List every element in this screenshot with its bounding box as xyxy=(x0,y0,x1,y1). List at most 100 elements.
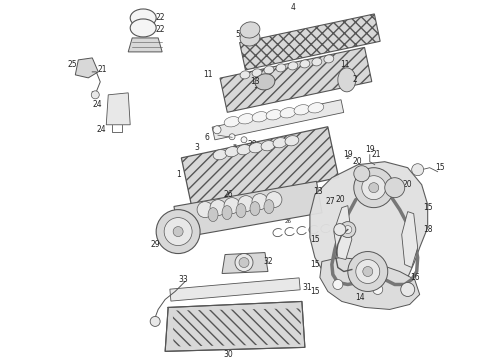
Circle shape xyxy=(354,168,394,208)
Circle shape xyxy=(362,176,386,200)
Circle shape xyxy=(401,283,415,297)
Text: 18: 18 xyxy=(423,225,432,234)
Circle shape xyxy=(241,137,247,143)
Circle shape xyxy=(373,284,383,294)
Ellipse shape xyxy=(222,206,232,220)
Circle shape xyxy=(412,164,424,176)
Ellipse shape xyxy=(225,147,239,157)
Bar xyxy=(212,100,343,140)
Circle shape xyxy=(229,134,235,140)
Ellipse shape xyxy=(300,60,310,68)
Ellipse shape xyxy=(276,64,286,72)
Ellipse shape xyxy=(324,55,334,63)
Ellipse shape xyxy=(240,22,260,38)
Text: 30: 30 xyxy=(223,350,233,359)
Text: 12: 12 xyxy=(253,81,263,90)
Circle shape xyxy=(164,217,192,246)
Circle shape xyxy=(150,316,160,327)
Text: 33: 33 xyxy=(178,275,188,284)
Text: 11: 11 xyxy=(340,60,349,69)
Ellipse shape xyxy=(288,62,298,70)
Ellipse shape xyxy=(237,145,251,155)
Polygon shape xyxy=(165,301,305,351)
Circle shape xyxy=(334,224,346,235)
Bar xyxy=(220,48,372,112)
Bar xyxy=(173,308,301,346)
Text: 24: 24 xyxy=(97,125,106,134)
Text: 31: 31 xyxy=(302,283,312,292)
Ellipse shape xyxy=(273,138,287,148)
Ellipse shape xyxy=(130,19,156,37)
Text: 2: 2 xyxy=(352,75,357,84)
Ellipse shape xyxy=(280,108,296,118)
Text: 21: 21 xyxy=(98,66,107,75)
Text: 26: 26 xyxy=(284,219,292,224)
Circle shape xyxy=(333,279,343,289)
Polygon shape xyxy=(106,93,130,125)
Circle shape xyxy=(156,210,200,253)
Ellipse shape xyxy=(250,202,260,216)
Circle shape xyxy=(213,126,221,134)
Text: 3: 3 xyxy=(195,143,199,152)
Circle shape xyxy=(197,202,213,217)
Bar xyxy=(170,278,300,301)
Circle shape xyxy=(238,195,254,212)
Bar xyxy=(240,14,380,70)
Text: 19: 19 xyxy=(365,145,374,154)
Text: 2: 2 xyxy=(346,155,350,160)
Ellipse shape xyxy=(294,105,310,115)
Text: 28: 28 xyxy=(247,140,257,149)
Ellipse shape xyxy=(255,74,275,90)
Ellipse shape xyxy=(240,30,260,46)
Ellipse shape xyxy=(266,110,282,120)
Text: 27: 27 xyxy=(325,197,335,206)
Polygon shape xyxy=(402,212,417,267)
Bar xyxy=(174,181,322,238)
Circle shape xyxy=(363,266,373,276)
Circle shape xyxy=(210,200,226,216)
Text: 26: 26 xyxy=(223,190,233,199)
Circle shape xyxy=(340,222,356,238)
Text: 20: 20 xyxy=(353,157,363,166)
Ellipse shape xyxy=(249,143,263,153)
Circle shape xyxy=(239,257,249,267)
Ellipse shape xyxy=(252,112,268,122)
Ellipse shape xyxy=(338,68,356,92)
Text: 19: 19 xyxy=(343,150,353,159)
Polygon shape xyxy=(75,58,98,78)
Circle shape xyxy=(348,252,388,292)
Text: 20: 20 xyxy=(403,180,413,189)
Circle shape xyxy=(252,194,268,210)
Ellipse shape xyxy=(213,150,227,160)
Text: 6: 6 xyxy=(205,133,210,142)
Ellipse shape xyxy=(261,141,275,151)
Circle shape xyxy=(235,253,253,271)
Text: 22: 22 xyxy=(155,26,165,35)
Ellipse shape xyxy=(236,204,246,217)
Text: 15: 15 xyxy=(310,235,319,244)
Ellipse shape xyxy=(208,208,218,222)
Polygon shape xyxy=(320,257,419,310)
Ellipse shape xyxy=(224,117,240,127)
Text: 1: 1 xyxy=(176,170,180,179)
Polygon shape xyxy=(128,38,162,52)
Text: 22: 22 xyxy=(155,13,165,22)
Ellipse shape xyxy=(264,66,274,74)
Ellipse shape xyxy=(285,136,299,146)
Text: 21: 21 xyxy=(371,150,381,159)
Ellipse shape xyxy=(308,103,324,113)
Polygon shape xyxy=(310,162,428,297)
Text: 15: 15 xyxy=(310,287,319,296)
Text: 13: 13 xyxy=(250,77,260,86)
Text: 29: 29 xyxy=(150,240,160,249)
Circle shape xyxy=(266,192,282,208)
Text: 32: 32 xyxy=(263,257,273,266)
Text: 8: 8 xyxy=(233,144,237,149)
Ellipse shape xyxy=(240,71,250,79)
Text: 11: 11 xyxy=(203,70,213,79)
Text: 9: 9 xyxy=(245,144,249,149)
Bar xyxy=(181,127,339,209)
Circle shape xyxy=(356,260,380,283)
Text: 5: 5 xyxy=(236,31,241,40)
Text: 14: 14 xyxy=(355,293,365,302)
